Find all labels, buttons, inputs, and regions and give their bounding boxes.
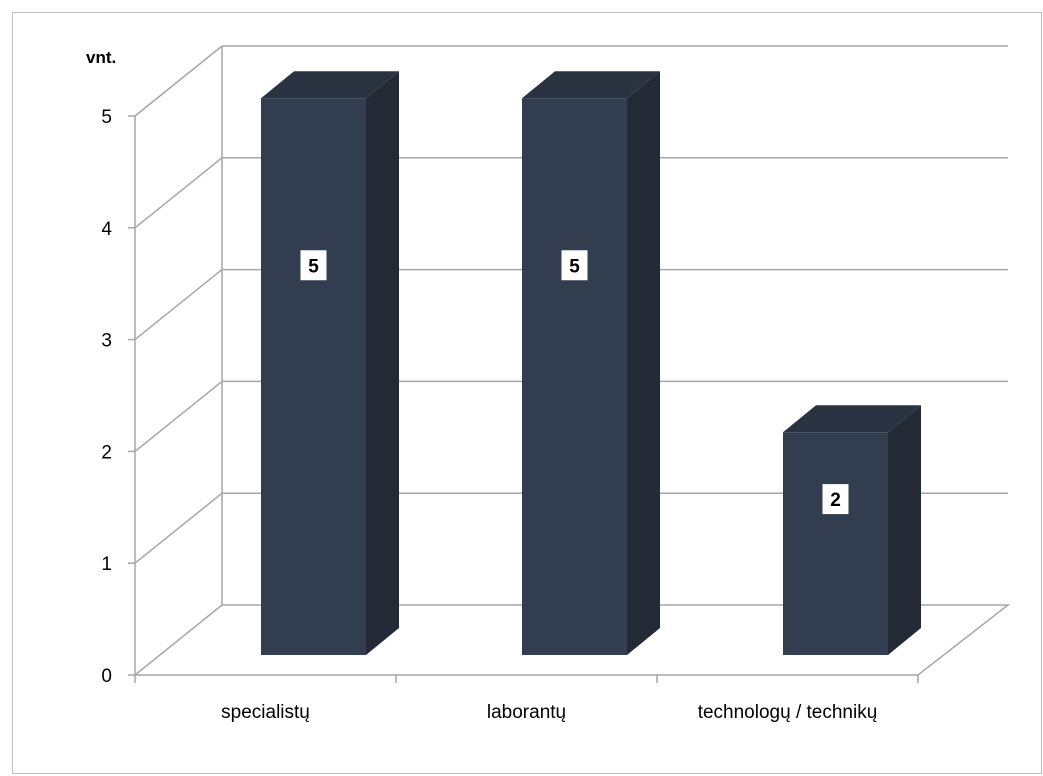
data-label: 2 [830, 490, 841, 511]
bar-front-face [261, 98, 366, 655]
y-tick-label: 1 [101, 554, 112, 575]
y-tick-label: 2 [101, 442, 112, 463]
bar-top-face [522, 71, 660, 99]
bar-side-face [888, 405, 921, 655]
y-tick-label: 3 [101, 331, 112, 352]
bar-front-face [783, 432, 888, 655]
bar-top-face [261, 71, 399, 99]
bar-side-face [366, 71, 399, 655]
gridline-side-5 [134, 45, 223, 117]
bar-1: 5 [261, 71, 399, 655]
y-tick-label: 5 [101, 107, 112, 128]
category-label: laborantų [487, 702, 566, 723]
bars-layer: 5 5 2 [261, 71, 921, 655]
y-tick-label: 4 [101, 219, 112, 240]
data-label-box [300, 250, 327, 281]
category-label: specialistų [221, 702, 310, 723]
data-label-box [561, 250, 588, 281]
labels-layer: vnt. 0 1 2 3 4 5 specialistų laborantų technolog… [86, 48, 877, 723]
y-tick-label: 0 [101, 666, 112, 687]
gridline-side-3 [134, 269, 223, 341]
data-label: 5 [569, 256, 580, 277]
bar-front-face [522, 98, 627, 655]
data-label: 5 [308, 256, 319, 277]
bar-top-face [783, 405, 921, 433]
bar-3: 2 [783, 405, 921, 655]
bar-side-face [627, 71, 660, 655]
y-axis-unit-label: vnt. [86, 48, 116, 67]
data-label-box [822, 484, 849, 515]
bar-2: 5 [522, 71, 660, 655]
gridline-side-2 [134, 380, 223, 452]
gridline-side-4 [134, 157, 223, 229]
gridline-side-1 [134, 492, 223, 564]
category-label: technologų / technikų [698, 702, 878, 723]
